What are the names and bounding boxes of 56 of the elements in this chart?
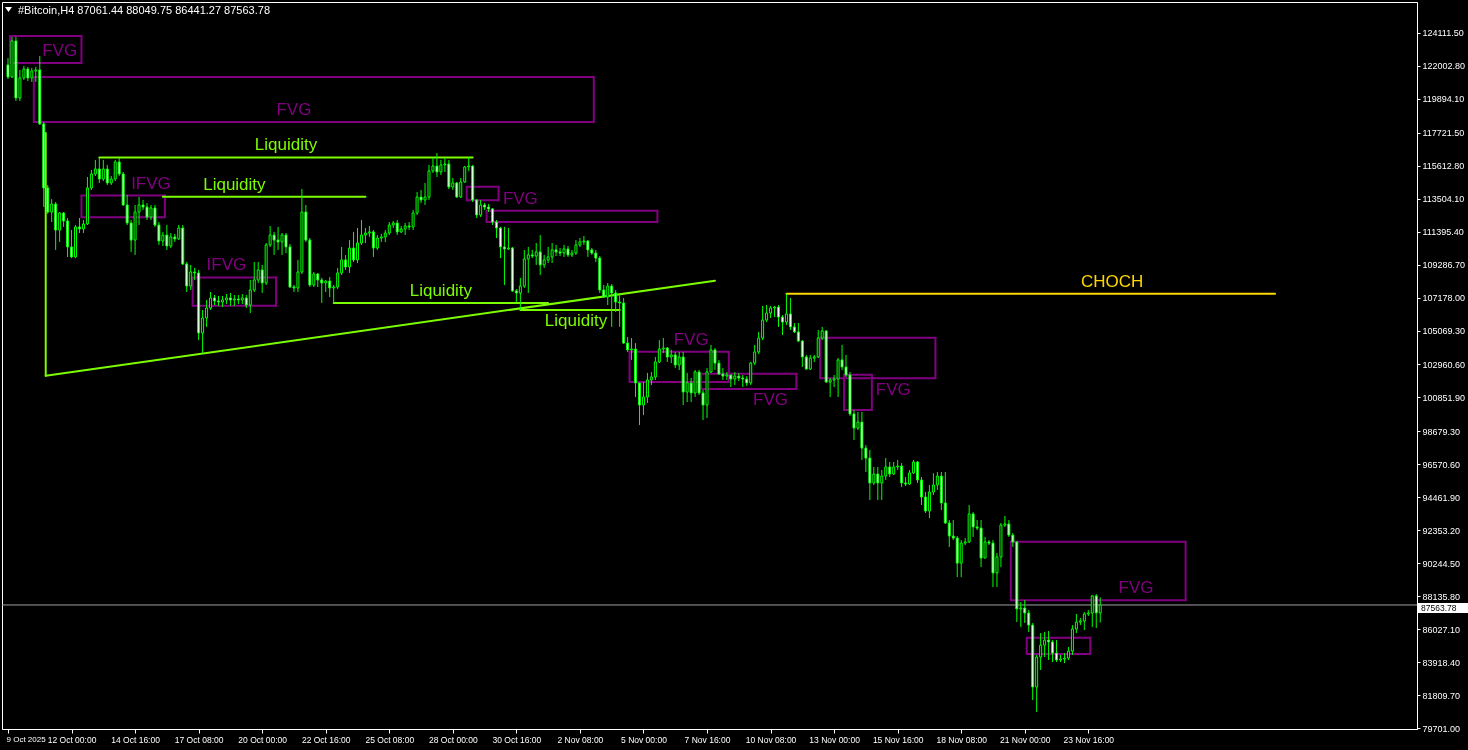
annotation: FVG [276, 100, 312, 120]
ref-line-label: 87563.78 [1421, 602, 1457, 613]
y-tick-label: 96570.60 [1422, 459, 1461, 470]
y-tick-label: 79701.00 [1422, 723, 1461, 734]
x-tick-label: 18 Nov 08:00 [936, 734, 988, 745]
annotation: FVG [753, 390, 789, 410]
annotation: Liquidity [409, 280, 473, 300]
x-tick-label: 2 Nov 08:00 [557, 734, 604, 745]
x-tick-label: 10 Nov 08:00 [745, 734, 797, 745]
x-tick-label: 17 Oct 08:00 [174, 734, 224, 745]
annotation: FVG [42, 41, 78, 61]
y-tick-label: 92353.20 [1422, 525, 1461, 536]
y-tick-label: 111395.40 [1422, 227, 1464, 238]
x-tick-label: 25 Oct 08:00 [365, 734, 415, 745]
annotation: Liquidity [203, 174, 267, 194]
x-tick-label: 30 Oct 16:00 [492, 734, 542, 745]
annotation: Liquidity [254, 135, 318, 155]
y-tick-label: 105069.30 [1422, 326, 1466, 337]
y-tick-label: 83918.40 [1422, 657, 1461, 668]
x-tick-label: 15 Nov 16:00 [872, 734, 924, 745]
y-tick-label: 88135.80 [1422, 591, 1461, 602]
annotation: CHOCH [1080, 271, 1144, 291]
y-tick-label: 109286.70 [1422, 260, 1466, 271]
y-tick-label: 117721.50 [1422, 128, 1465, 139]
y-tick-label: 86027.10 [1422, 624, 1461, 635]
y-tick-label: 122002.80 [1422, 61, 1466, 72]
x-tick-label: 22 Oct 16:00 [301, 734, 351, 745]
y-tick-label: 94461.90 [1422, 492, 1461, 503]
y-tick-label: 119894.10 [1422, 94, 1465, 105]
y-tick-label: 115612.80 [1422, 161, 1465, 172]
y-tick-label: 107178.00 [1422, 293, 1466, 304]
x-tick-label: 21 Nov 00:00 [999, 734, 1051, 745]
annotation: FVG [875, 379, 911, 399]
x-tick-label: 13 Nov 00:00 [809, 734, 861, 745]
x-tick-label: 9 Oct 2025 [6, 734, 47, 744]
annotation: IFVG [131, 173, 171, 193]
annotation: IFVG [206, 255, 247, 275]
y-tick-label: 100851.90 [1422, 392, 1466, 403]
x-tick-label: 20 Oct 00:00 [238, 734, 288, 745]
annotation: FVG [673, 329, 709, 349]
x-tick-label: 14 Oct 16:00 [111, 734, 161, 745]
x-tick-label: 23 Nov 16:00 [1063, 734, 1115, 745]
x-tick-label: 7 Nov 16:00 [684, 734, 731, 745]
x-tick-label: 5 Nov 00:00 [621, 734, 668, 745]
chart-title: #Bitcoin,H4 87061.44 88049.75 86441.27 87563.78 [18, 4, 270, 16]
x-tick-label: 12 Oct 00:00 [47, 734, 97, 745]
x-tick-label: 28 Oct 00:00 [428, 734, 478, 745]
y-tick-label: 98679.30 [1422, 426, 1461, 437]
y-tick-label: 90244.50 [1422, 558, 1461, 569]
annotation: FVG [1118, 578, 1154, 598]
annotation: Liquidity [544, 311, 608, 331]
y-tick-label: 102960.60 [1422, 359, 1466, 370]
y-tick-label: 81809.70 [1422, 690, 1461, 701]
y-tick-label: 113504.10 [1422, 194, 1465, 205]
annotation: FVG [502, 188, 538, 208]
y-tick-label: 124111.50 [1422, 28, 1464, 39]
